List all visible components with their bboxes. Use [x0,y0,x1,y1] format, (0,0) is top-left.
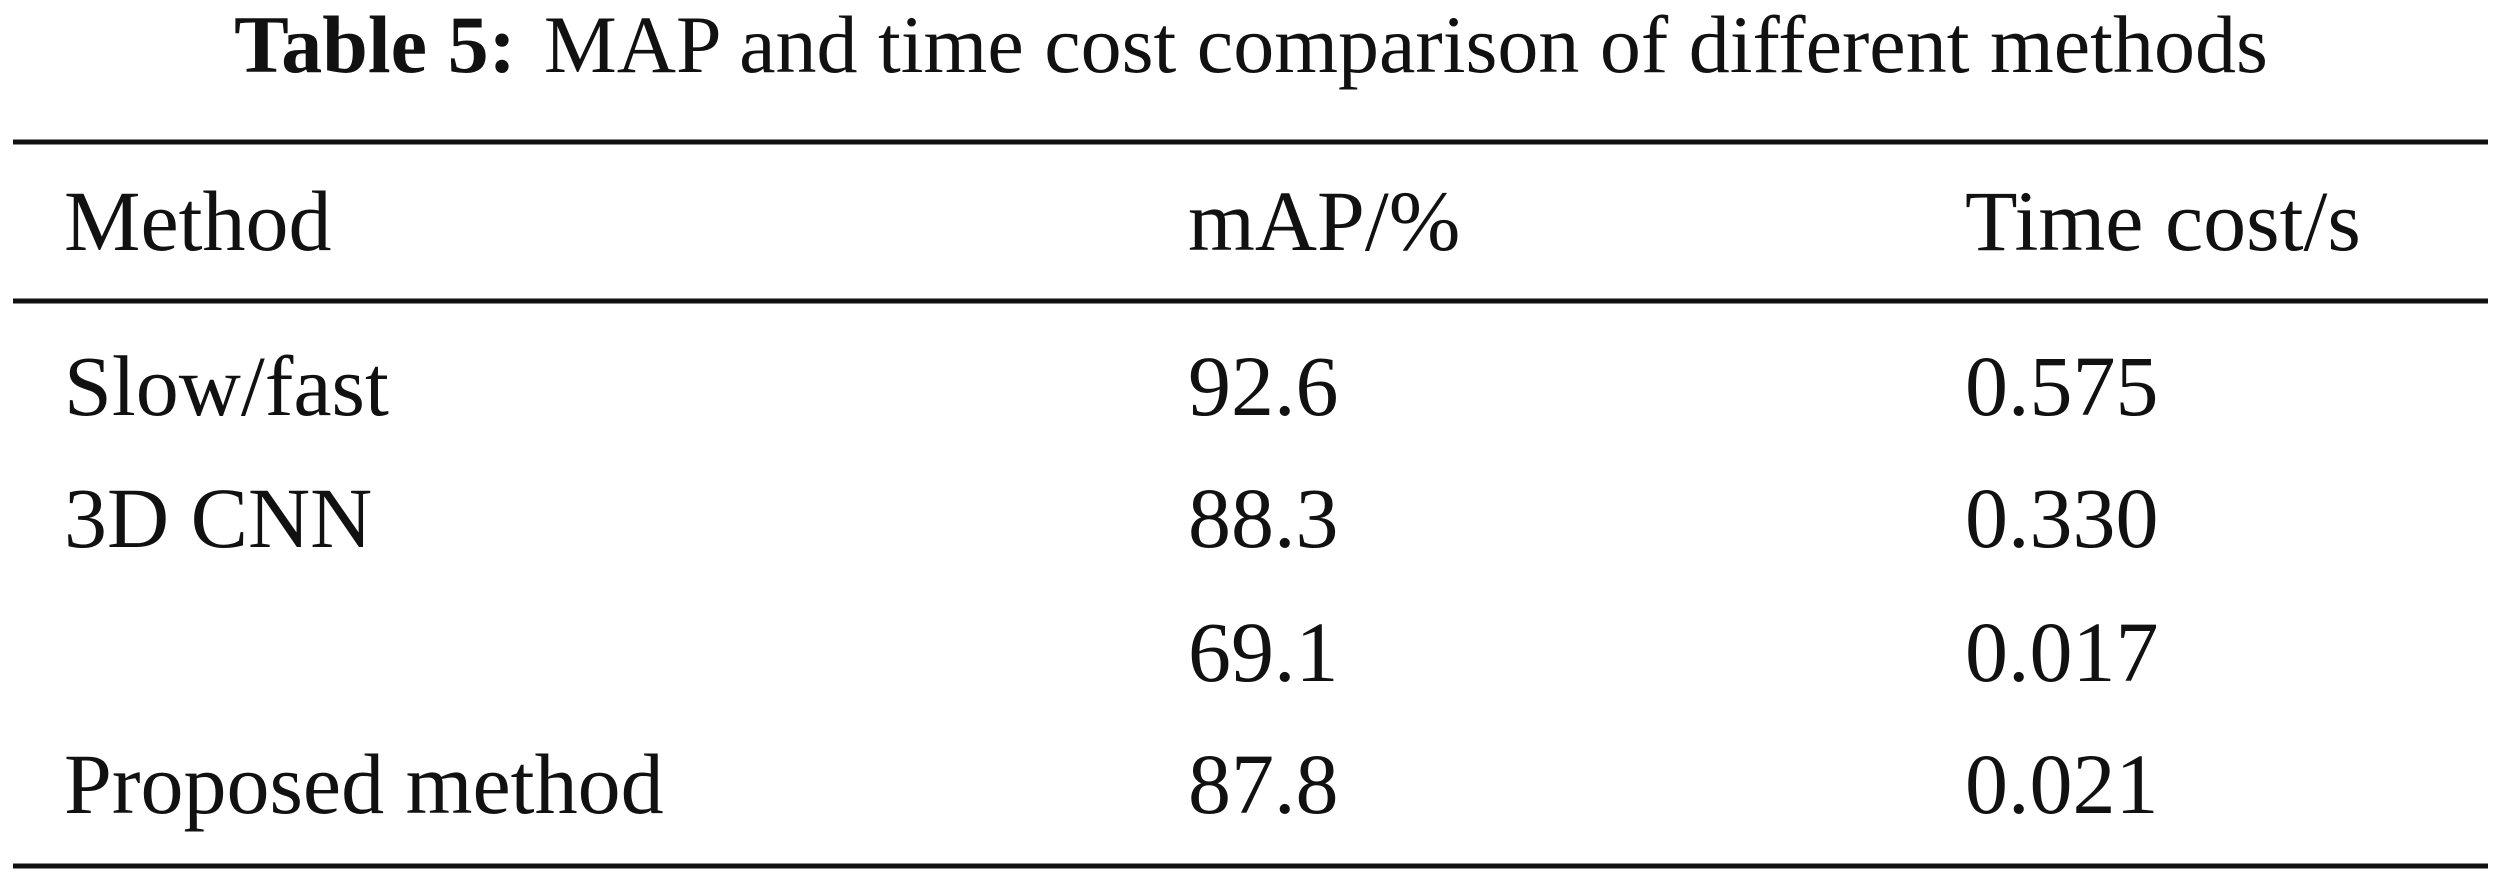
body-cell: 0.575 [1965,338,2159,434]
body-cell: 88.3 [1188,470,1339,566]
body-cell: 0.021 [1965,736,2159,832]
table-caption: MAP and time cost comparison of differen… [544,0,2268,90]
header-cell: Time cost/s [1965,173,2361,269]
body-cell: 92.6 [1188,338,1339,434]
body-cell: 0.017 [1965,604,2159,700]
table-title: Table 5: MAP and time cost comparison of … [234,0,2268,90]
body-cell: 69.1 [1188,604,1339,700]
body-cell: 0.330 [1965,470,2159,566]
header-cell: Method [64,173,332,269]
body-cell: 87.8 [1188,736,1339,832]
body-cell: 3D CNN [64,470,372,566]
body-cell: Slow/fast [64,338,389,434]
table-body: Method mAP/% Time cost/s Slow/fast 92.6 0.575… [64,173,2361,832]
table-label: Table 5: [234,0,516,90]
body-cell: Proposed method [64,736,664,832]
header-cell: mAP/% [1188,173,1460,269]
